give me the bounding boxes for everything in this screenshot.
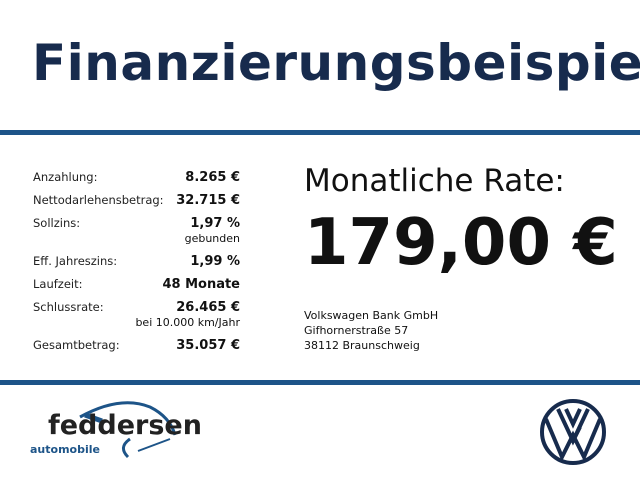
row-value: 1,99 %: [190, 254, 240, 269]
bank-name: Volkswagen Bank GmbH: [304, 309, 439, 322]
row-value: 1,97 %: [190, 216, 240, 231]
row-value: 26.465 €: [176, 300, 240, 315]
row-value: 48 Monate: [162, 277, 240, 292]
page-title: Finanzierungsbeispiel: [32, 34, 640, 92]
row-label: Schlussrate:: [33, 300, 104, 314]
bank-street: Gifhornerstraße 57: [304, 324, 409, 337]
rate-value: 179,00 €: [304, 206, 618, 280]
row-label: Anzahlung:: [33, 170, 98, 184]
rate-label: Monatliche Rate:: [304, 163, 565, 199]
divider-bottom: [0, 380, 640, 385]
row-label: Nettodarlehensbetrag:: [33, 193, 164, 207]
row-label: Eff. Jahreszins:: [33, 254, 118, 268]
dealer-logo: feddersen automobile: [30, 395, 220, 470]
row-value: 8.265 €: [185, 170, 240, 185]
vw-logo-icon: [540, 399, 606, 465]
car-swoosh-icon: [79, 401, 177, 459]
row-label: Sollzins:: [33, 216, 81, 230]
row-sub: bei 10.000 km/Jahr: [135, 316, 240, 329]
bank-city: 38112 Braunschweig: [304, 339, 420, 352]
row-label: Gesamtbetrag:: [33, 338, 120, 352]
row-value: 32.715 €: [176, 193, 240, 208]
dealer-sub: automobile: [30, 443, 100, 456]
row-value: 35.057 €: [176, 338, 240, 353]
dealer-name: feddersen: [48, 410, 202, 441]
row-sub: gebunden: [184, 232, 240, 245]
row-label: Laufzeit:: [33, 277, 83, 291]
divider-top: [0, 130, 640, 135]
